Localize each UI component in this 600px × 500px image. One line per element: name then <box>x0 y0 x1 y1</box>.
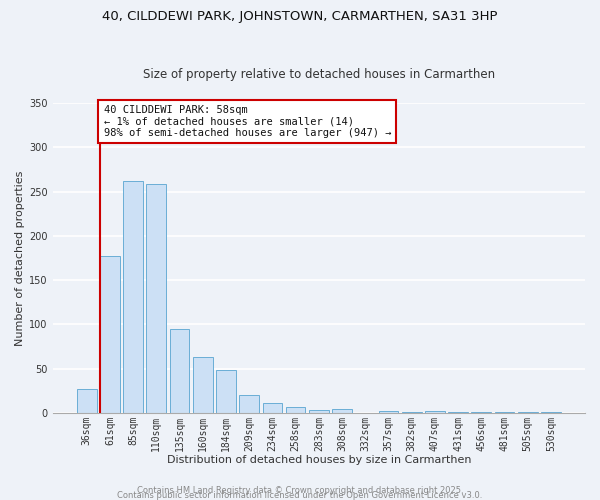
X-axis label: Distribution of detached houses by size in Carmarthen: Distribution of detached houses by size … <box>167 455 471 465</box>
Y-axis label: Number of detached properties: Number of detached properties <box>15 170 25 346</box>
Bar <box>216 370 236 413</box>
Bar <box>472 412 491 413</box>
Text: 40, CILDDEWI PARK, JOHNSTOWN, CARMARTHEN, SA31 3HP: 40, CILDDEWI PARK, JOHNSTOWN, CARMARTHEN… <box>102 10 498 23</box>
Bar <box>146 184 166 413</box>
Bar <box>170 328 190 413</box>
Bar <box>518 412 538 413</box>
Bar <box>286 408 305 413</box>
Text: Contains HM Land Registry data © Crown copyright and database right 2025.: Contains HM Land Registry data © Crown c… <box>137 486 463 495</box>
Bar <box>402 412 422 413</box>
Bar <box>448 412 468 413</box>
Bar <box>239 395 259 413</box>
Bar <box>100 256 120 413</box>
Bar <box>425 411 445 413</box>
Text: Contains public sector information licensed under the Open Government Licence v3: Contains public sector information licen… <box>118 491 482 500</box>
Bar <box>193 357 212 413</box>
Bar <box>123 181 143 413</box>
Bar <box>309 410 329 413</box>
Bar <box>77 389 97 413</box>
Bar <box>541 412 561 413</box>
Bar <box>263 403 282 413</box>
Text: 40 CILDDEWI PARK: 58sqm
← 1% of detached houses are smaller (14)
98% of semi-det: 40 CILDDEWI PARK: 58sqm ← 1% of detached… <box>104 105 391 138</box>
Bar <box>332 410 352 413</box>
Bar <box>494 412 514 413</box>
Bar <box>379 411 398 413</box>
Title: Size of property relative to detached houses in Carmarthen: Size of property relative to detached ho… <box>143 68 495 81</box>
